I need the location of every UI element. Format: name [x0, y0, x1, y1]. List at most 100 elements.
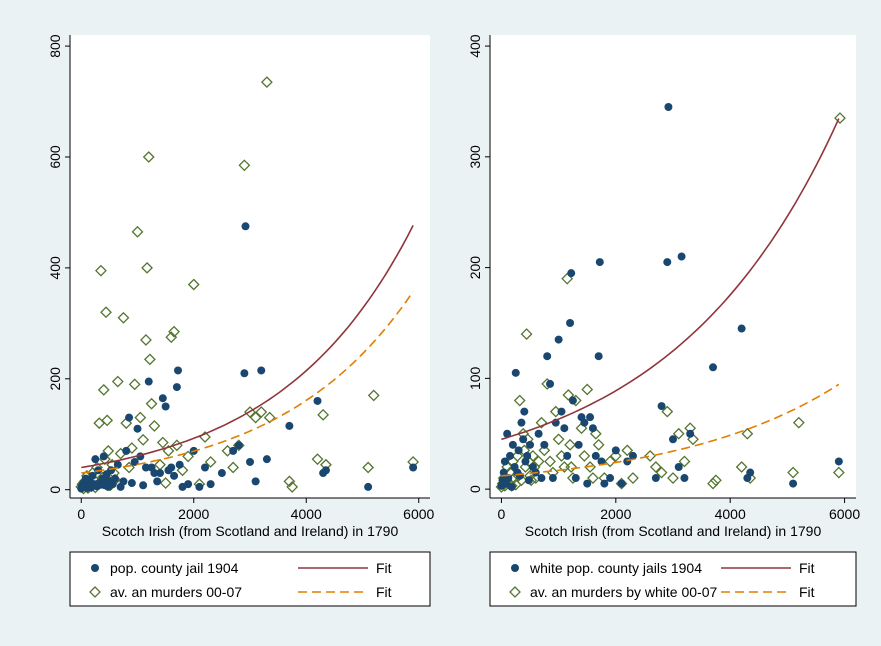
y-tick-label: 0 [467, 485, 483, 493]
dot-point [583, 479, 592, 488]
fit-line-solid [81, 225, 414, 469]
diamond-point [667, 472, 679, 484]
dot-point [611, 446, 620, 455]
diamond-point [519, 461, 532, 473]
diamond-point [101, 414, 114, 427]
dot-point [229, 446, 238, 455]
dot-point [663, 258, 672, 267]
legend-dot-marker [511, 564, 519, 572]
dot-point [195, 482, 204, 491]
dot-point [737, 324, 746, 333]
x-tick-label: 6000 [403, 506, 434, 522]
diamond-point [832, 466, 845, 479]
dot-point [677, 252, 686, 261]
diamond-point [834, 112, 846, 124]
dot-point [174, 366, 182, 375]
dot-point [184, 480, 193, 489]
legend-diamond-marker [509, 586, 521, 598]
dot-point [91, 455, 100, 464]
dot-point [563, 451, 572, 460]
dot-point [511, 368, 520, 377]
diamond-point [182, 450, 195, 463]
y-tick-label: 200 [47, 367, 63, 391]
diamond-point [187, 278, 200, 291]
dot-point [313, 396, 322, 405]
dot-point [285, 421, 294, 430]
diamond-point [117, 311, 130, 324]
dot-point [167, 463, 176, 472]
dot-point [664, 102, 673, 111]
dot-point [499, 468, 508, 477]
diamond-point [286, 480, 299, 493]
diamond-point [511, 449, 524, 462]
fit-line-dashed [81, 290, 414, 474]
x-axis-label: Scotch Irish (from Scotland and Ireland)… [102, 523, 399, 539]
dot-point [554, 335, 563, 344]
dot-point [217, 469, 226, 478]
dot-point [503, 429, 512, 438]
legend-label: white pop. county jails 1904 [529, 560, 702, 576]
diamond-point [260, 76, 273, 89]
dot-point [526, 440, 535, 449]
y-tick-label: 0 [47, 486, 63, 494]
dot-point [543, 352, 552, 361]
dot-point [514, 446, 523, 455]
diamond-point [100, 306, 112, 319]
diamond-point [707, 477, 719, 490]
dot-point [321, 466, 330, 475]
dot-point [262, 455, 271, 464]
x-tick-label: 0 [498, 506, 506, 522]
diamond-point [581, 383, 594, 396]
dot-point [519, 435, 528, 444]
dot-point [586, 413, 595, 422]
dot-point [548, 474, 557, 483]
dot-point [246, 457, 254, 466]
dot-point [170, 471, 179, 480]
dot-point [588, 424, 597, 433]
dot-point [520, 407, 529, 416]
x-tick-label: 0 [77, 506, 85, 522]
dot-point [88, 471, 97, 480]
legend-box [69, 551, 431, 607]
dot-point [241, 222, 250, 231]
diamond-point [578, 449, 591, 462]
x-tick-label: 6000 [829, 506, 860, 522]
diamond-point [125, 442, 138, 455]
legend-label: Fit [799, 560, 815, 576]
diamond-point [792, 416, 805, 429]
diamond-point [787, 466, 800, 479]
dot-point [560, 424, 569, 433]
dot-point [600, 479, 609, 488]
x-axis-label: Scotch Irish (from Scotland and Ireland)… [525, 523, 822, 539]
diamond-point [538, 444, 551, 457]
dot-point [156, 469, 164, 478]
diamond-point [520, 328, 533, 340]
legend-diamond-marker [89, 586, 101, 598]
dot-point [500, 457, 509, 466]
dot-point [746, 468, 755, 477]
dot-point [240, 369, 249, 378]
diamond-point [544, 455, 556, 468]
diamond-point [661, 405, 674, 418]
dot-point [617, 479, 626, 488]
dot-point [508, 440, 517, 449]
diamond-point [741, 427, 754, 440]
dot-point [534, 429, 543, 438]
diamond-point [592, 438, 605, 451]
diamond-point [587, 472, 599, 484]
diamond-point [564, 438, 576, 451]
legend-label: Fit [376, 560, 392, 576]
dot-point [201, 463, 209, 472]
diamond-point [627, 472, 639, 484]
y-tick-label: 200 [467, 256, 483, 280]
dot-point [161, 402, 170, 411]
legend-box [489, 551, 857, 607]
diamond-point [535, 416, 548, 429]
diamond-point [513, 394, 526, 407]
dot-point [568, 396, 577, 405]
diamond-point [131, 225, 144, 238]
dot-point [507, 482, 516, 491]
dot-point [566, 318, 575, 327]
legend-label: Fit [799, 584, 815, 600]
